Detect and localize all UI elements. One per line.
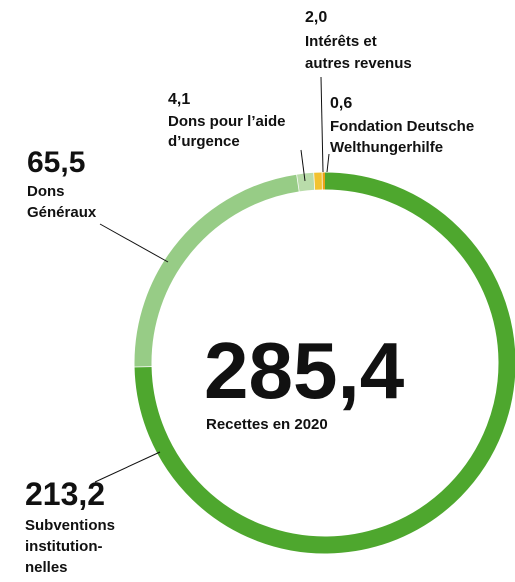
category-label: Fondation Deutsche	[330, 118, 474, 135]
donut-segment	[297, 172, 316, 192]
category-label: d’urgence	[168, 133, 240, 150]
category-label: Intérêts et	[305, 33, 377, 50]
category-label: Welthungerhilfe	[330, 139, 443, 156]
leader-line	[320, 76, 324, 173]
center-text: Recettes en 2020	[206, 416, 328, 433]
category-label: institution-	[25, 538, 102, 555]
category-label: Subventions	[25, 517, 115, 534]
category-label: Dons	[27, 183, 65, 200]
category-label: Généraux	[27, 204, 97, 221]
center-total: 285,4	[204, 326, 405, 415]
category-label: Dons pour l’aide	[168, 113, 286, 130]
leader-line	[326, 153, 330, 173]
value-label: 2,0	[305, 9, 327, 26]
value-label: 213,2	[25, 476, 105, 512]
value-label: 0,6	[330, 95, 352, 112]
value-label: 4,1	[168, 91, 190, 108]
value-label: 65,5	[27, 146, 85, 179]
leader-line	[94, 451, 161, 483]
category-label: nelles	[25, 559, 68, 576]
donut-segment	[134, 174, 300, 367]
leader-line	[300, 149, 306, 182]
donut-segment	[134, 172, 515, 554]
category-label: autres revenus	[305, 55, 412, 72]
leader-line	[99, 223, 169, 263]
